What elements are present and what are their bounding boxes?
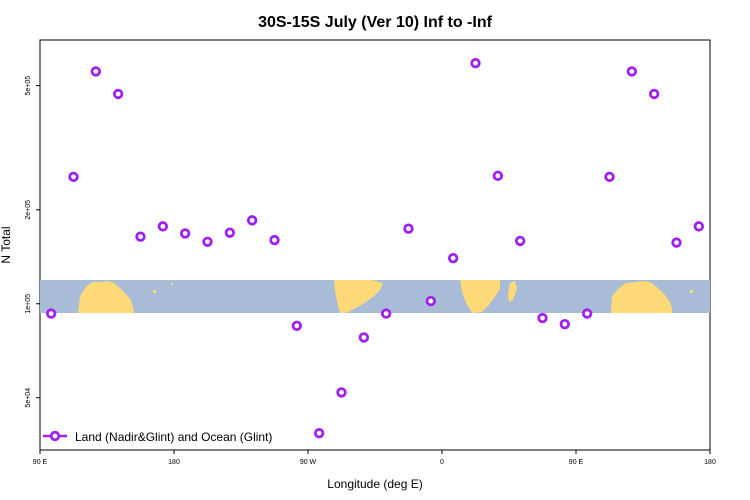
data-point	[447, 252, 459, 264]
data-point	[403, 223, 414, 234]
data-point	[45, 308, 57, 319]
data-point	[269, 234, 280, 246]
x-tick-label: 90 W	[300, 459, 317, 466]
x-tick-label: 90 E	[569, 459, 584, 466]
data-point	[425, 295, 437, 307]
data-point	[648, 88, 660, 100]
data-point	[671, 237, 682, 248]
map-land-africa	[460, 280, 500, 313]
data-point	[246, 215, 258, 226]
x-axis: 90 E 180 90 W 0 90 E 180	[33, 450, 716, 466]
data-point	[135, 231, 146, 242]
legend: Land (Nadir&Glint) and Ocean (Glint)	[43, 430, 272, 444]
data-point	[470, 57, 481, 69]
legend-marker	[49, 430, 61, 442]
data-points	[45, 57, 705, 439]
data-point	[68, 171, 79, 183]
y-tick-label: 2e+05	[25, 200, 32, 220]
data-point	[380, 308, 392, 319]
data-point	[693, 221, 705, 232]
data-point	[313, 427, 325, 439]
data-point	[224, 227, 236, 238]
data-point	[157, 221, 169, 232]
data-point	[291, 320, 303, 331]
data-point	[604, 171, 615, 183]
data-point	[537, 312, 548, 324]
y-axis-label: N Total	[0, 226, 13, 263]
map-land-island	[690, 290, 693, 293]
data-point	[514, 235, 526, 247]
map-land-island	[171, 283, 173, 285]
legend-label: Land (Nadir&Glint) and Ocean (Glint)	[75, 430, 272, 444]
x-axis-label: Longitude (deg E)	[327, 477, 422, 491]
data-point	[626, 66, 638, 77]
map-land-island	[153, 290, 156, 293]
data-point	[90, 66, 102, 77]
data-point	[559, 319, 571, 330]
data-point	[336, 387, 347, 398]
map-land-south-america	[334, 280, 383, 313]
background-map-strip	[40, 280, 710, 313]
y-tick-label: 5e+04	[25, 388, 32, 408]
data-point	[358, 332, 370, 343]
map-land-australia	[78, 281, 134, 313]
data-point	[492, 170, 504, 182]
data-point	[581, 308, 593, 319]
data-point	[112, 88, 124, 100]
y-tick-label: 5e+05	[25, 76, 32, 96]
x-tick-label: 180	[704, 459, 716, 466]
map-land-australia-repeat	[611, 281, 672, 313]
map-land-madagascar	[508, 281, 517, 302]
x-tick-label: 0	[440, 459, 444, 466]
chart-title: 30S-15S July (Ver 10) Inf to -Inf	[258, 14, 493, 31]
y-axis: 5e+04 1e+05 2e+05 5e+05	[25, 76, 40, 408]
x-tick-label: 180	[168, 459, 180, 466]
data-point	[202, 236, 213, 247]
plot-frame	[39, 39, 711, 451]
y-tick-label: 1e+05	[25, 294, 32, 314]
data-point	[179, 228, 191, 239]
x-tick-label: 90 E	[33, 459, 48, 466]
